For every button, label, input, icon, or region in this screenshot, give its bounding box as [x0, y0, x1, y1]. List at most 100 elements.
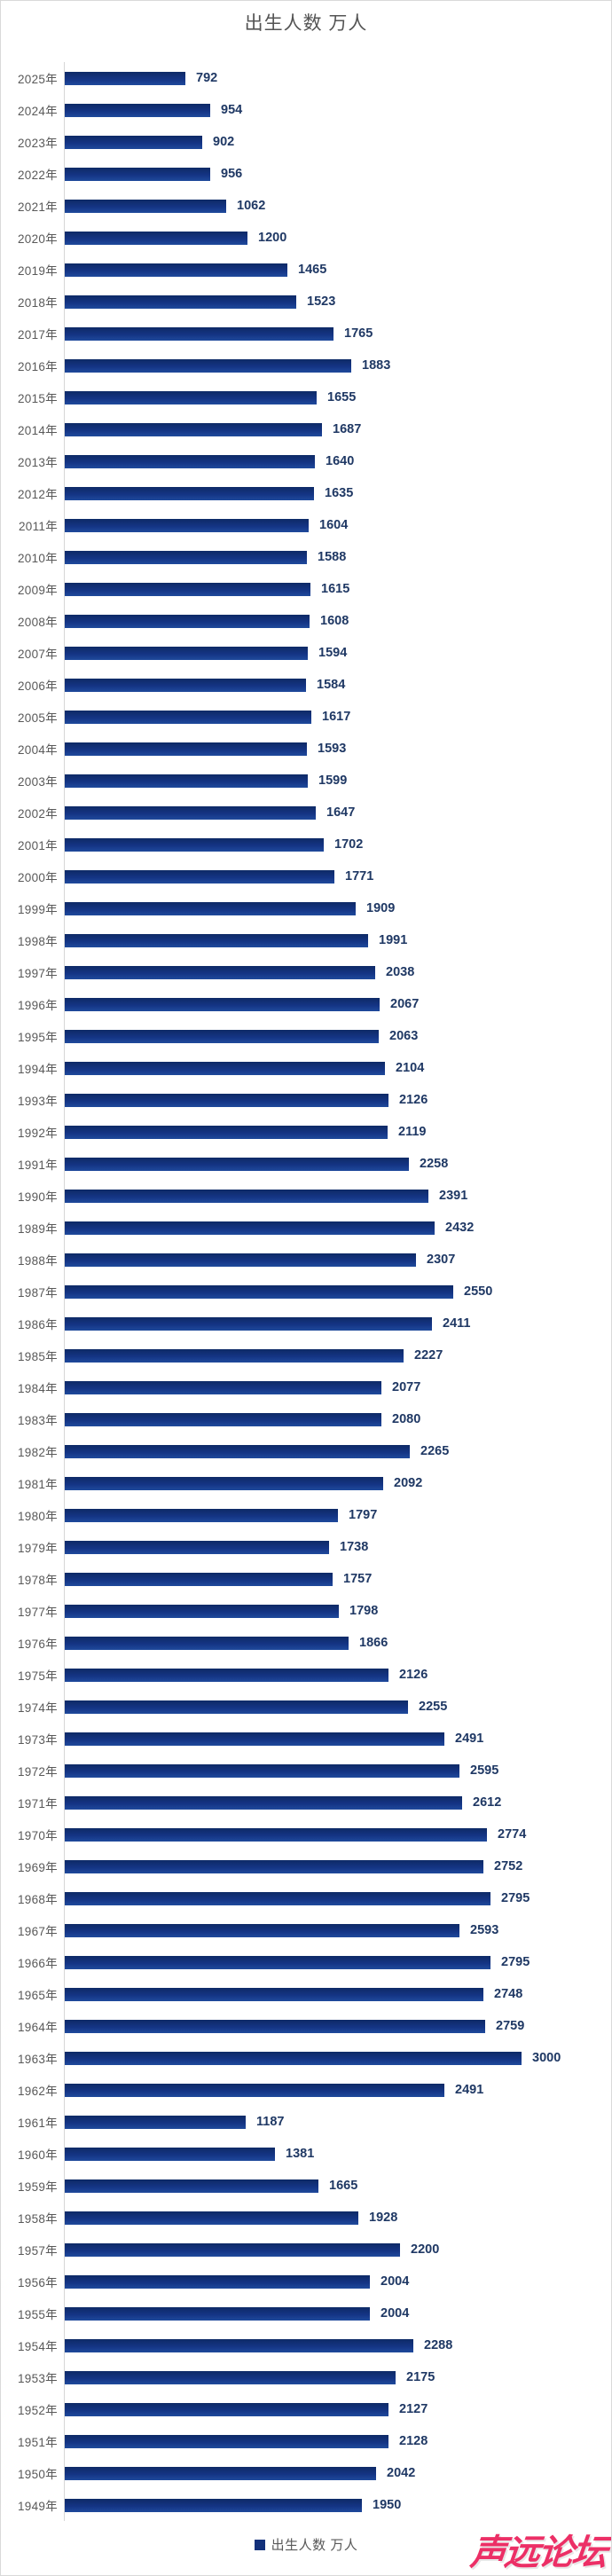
bar-area: 2004 — [64, 2297, 611, 2329]
value-label: 1991 — [379, 933, 408, 947]
year-tick-label: 1957年 — [17, 2244, 58, 2258]
value-label: 2200 — [411, 2242, 440, 2257]
year-tick-label: 1986年 — [17, 1318, 58, 1331]
bar — [65, 2083, 444, 2097]
bar — [65, 2115, 246, 2129]
value-label: 1765 — [344, 326, 373, 341]
bar — [65, 1636, 349, 1650]
value-label: 2255 — [419, 1700, 448, 1714]
bar — [65, 1508, 338, 1522]
bar-area: 1866 — [64, 1627, 611, 1659]
bar-area: 1635 — [64, 477, 611, 509]
chart-row: 2024年 954 — [1, 94, 611, 126]
bar-area: 2067 — [64, 988, 611, 1020]
year-tick-label: 2016年 — [17, 360, 58, 373]
bar-area: 1991 — [64, 924, 611, 956]
bar — [65, 422, 322, 436]
year-tick-label: 1989年 — [17, 1222, 58, 1236]
bar-area: 2004 — [64, 2266, 611, 2297]
value-label: 2265 — [420, 1444, 450, 1458]
bar-area: 1771 — [64, 860, 611, 892]
year-tick-label: 2017年 — [17, 328, 58, 342]
bar — [65, 103, 210, 117]
chart-row: 2012年 1635 — [1, 477, 611, 509]
bar — [65, 2179, 318, 2193]
value-label: 1757 — [343, 1572, 373, 1586]
bar — [65, 326, 333, 341]
value-label: 954 — [221, 103, 243, 117]
bar — [65, 582, 310, 596]
year-tick-label: 2006年 — [17, 679, 58, 693]
year-tick-label: 2020年 — [17, 232, 58, 246]
bar — [65, 1987, 483, 2001]
year-tick-label: 2019年 — [17, 264, 58, 278]
bar-area: 2128 — [64, 2425, 611, 2457]
chart-row: 2003年 1599 — [1, 765, 611, 797]
value-label: 1640 — [326, 454, 355, 468]
chart-row: 1974年 2255 — [1, 1691, 611, 1723]
year-tick-label: 2021年 — [17, 200, 58, 214]
chart-row: 1984年 2077 — [1, 1371, 611, 1403]
year-tick-label: 2025年 — [17, 73, 58, 86]
chart-row: 1951年 2128 — [1, 2425, 611, 2457]
bar — [65, 933, 368, 947]
bar — [65, 2306, 370, 2321]
bar — [65, 1700, 408, 1714]
value-label: 2126 — [399, 1093, 428, 1107]
bar-area: 1738 — [64, 1531, 611, 1563]
value-label: 2411 — [443, 1316, 471, 1331]
bar-area: 2391 — [64, 1180, 611, 1212]
chart-row: 2001年 1702 — [1, 829, 611, 860]
bar-area: 1604 — [64, 509, 611, 541]
value-label: 2119 — [398, 1125, 427, 1139]
value-label: 1588 — [318, 550, 347, 564]
value-label: 2288 — [424, 2338, 453, 2352]
chart-row: 1953年 2175 — [1, 2361, 611, 2393]
bar — [65, 1444, 410, 1458]
chart-row: 2018年 1523 — [1, 286, 611, 318]
bar-area: 1187 — [64, 2106, 611, 2138]
bar-area: 1797 — [64, 1499, 611, 1531]
bar — [65, 390, 317, 404]
value-label: 2126 — [399, 1668, 428, 1682]
value-label: 2748 — [494, 1987, 523, 2001]
year-tick-label: 2002年 — [17, 807, 58, 821]
value-label: 1599 — [318, 774, 348, 788]
chart-row: 1970年 2774 — [1, 1818, 611, 1850]
bar-area: 2432 — [64, 1212, 611, 1244]
year-tick-label: 1955年 — [17, 2308, 58, 2321]
bar — [65, 135, 202, 149]
chart-row: 2017年 1765 — [1, 318, 611, 349]
year-tick-label: 1961年 — [17, 2117, 58, 2130]
bar — [65, 1763, 459, 1778]
chart-row: 2004年 1593 — [1, 733, 611, 765]
bar-area: 1655 — [64, 381, 611, 413]
year-tick-label: 1997年 — [17, 967, 58, 980]
year-tick-label: 1995年 — [17, 1031, 58, 1044]
value-label: 2550 — [464, 1284, 493, 1299]
bar — [65, 774, 308, 788]
value-label: 1798 — [349, 1604, 379, 1618]
bar — [65, 2466, 376, 2480]
year-tick-label: 2004年 — [17, 743, 58, 757]
year-tick-label: 1978年 — [17, 1574, 58, 1587]
year-tick-label: 1968年 — [17, 1893, 58, 1906]
bar-area: 1909 — [64, 892, 611, 924]
chart-row: 1973年 2491 — [1, 1723, 611, 1755]
bar-area: 1757 — [64, 1563, 611, 1595]
bar-area: 1702 — [64, 829, 611, 860]
chart-row: 1955年 2004 — [1, 2297, 611, 2329]
year-tick-label: 1958年 — [17, 2212, 58, 2226]
chart-row: 2016年 1883 — [1, 349, 611, 381]
chart-row: 1959年 1665 — [1, 2170, 611, 2202]
page-title: 出生人数 万人 — [244, 13, 368, 34]
bar — [65, 231, 247, 245]
bar-area: 2550 — [64, 1276, 611, 1308]
year-tick-label: 1962年 — [17, 2085, 58, 2098]
year-tick-label: 1993年 — [17, 1095, 58, 1108]
bar-area: 792 — [64, 62, 611, 94]
bar-area: 2759 — [64, 2010, 611, 2042]
value-label: 2759 — [496, 2019, 525, 2033]
bar-area: 2411 — [64, 1308, 611, 1339]
bar-area: 2127 — [64, 2393, 611, 2425]
